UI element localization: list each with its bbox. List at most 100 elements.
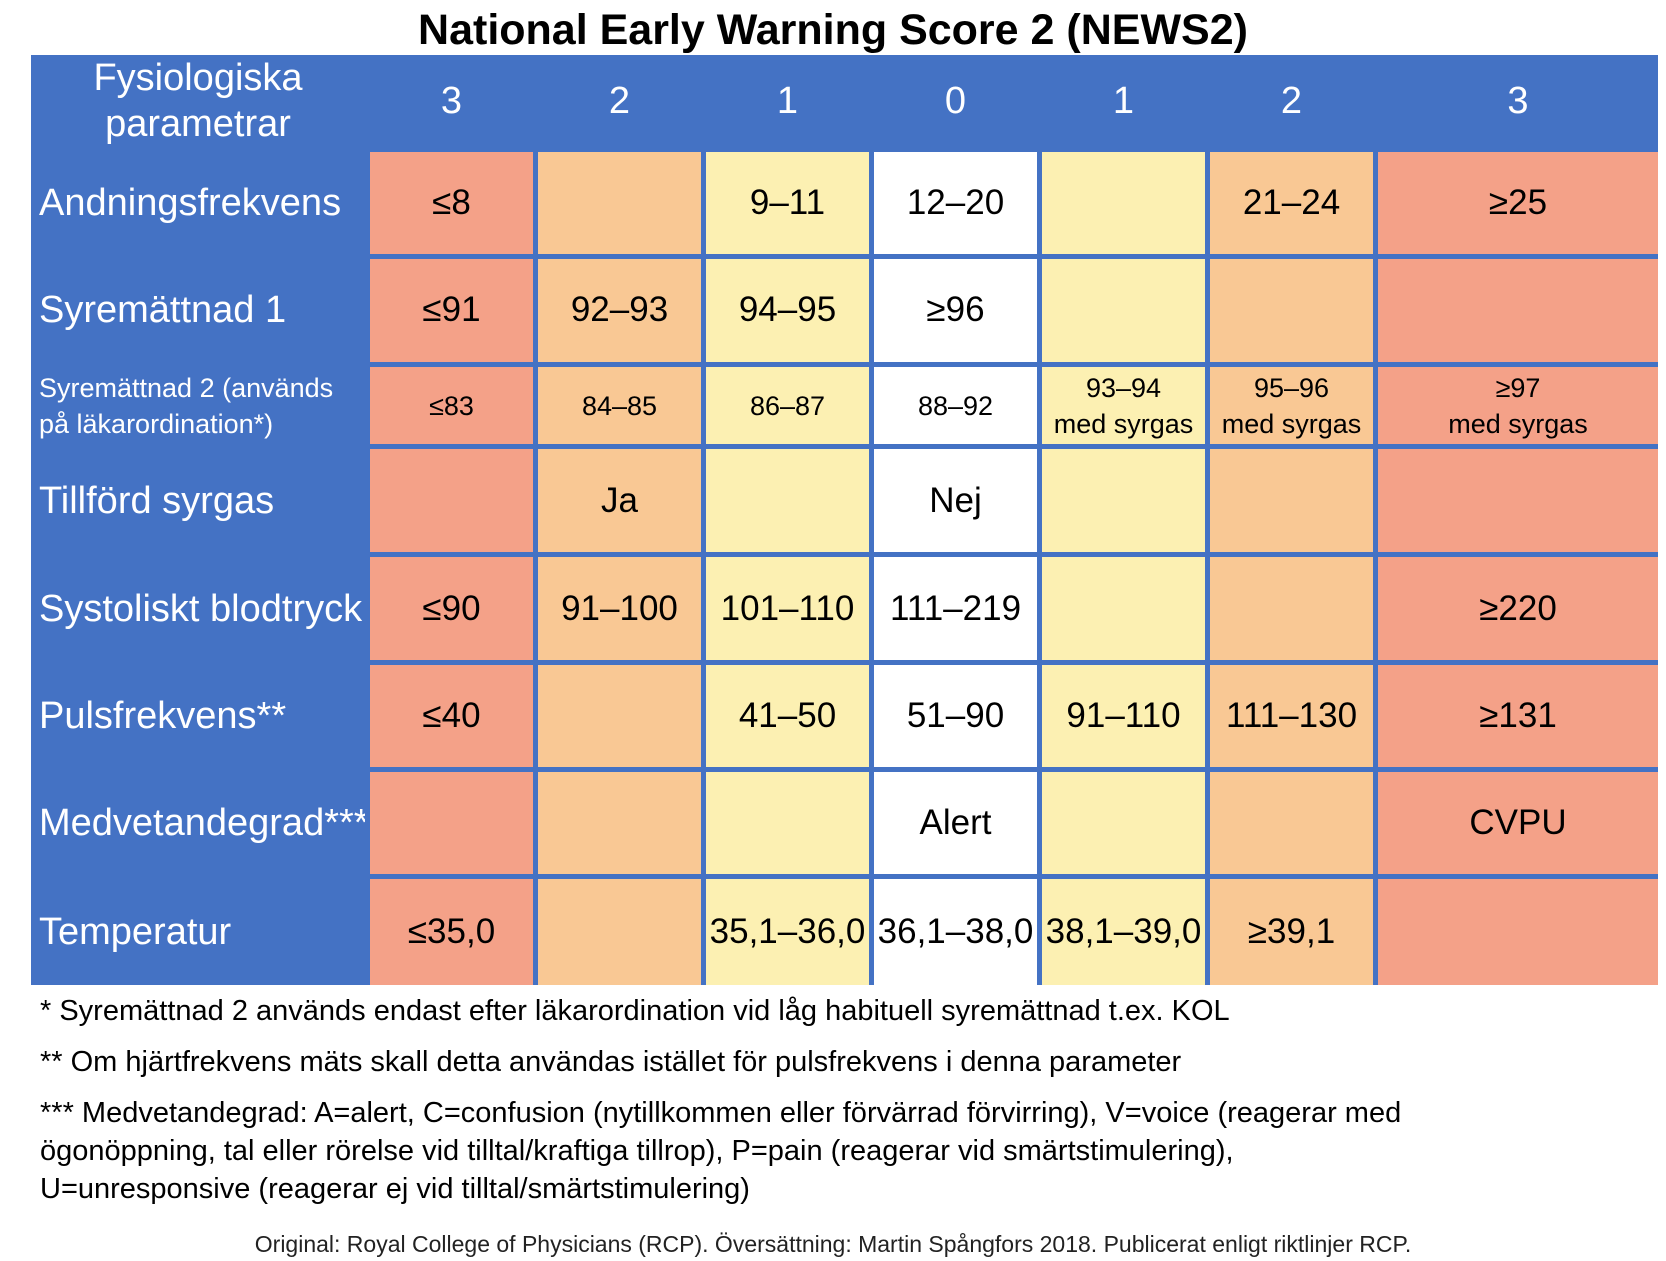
row-label: Syremättnad 2 (används på läkarordinatio… [31,366,370,450]
score-cell [1210,772,1378,880]
score-cell: 51–90 [874,665,1042,773]
score-cell [1042,557,1210,666]
table-row-systoliskt-blodtryck: Systoliskt blodtryck ≤90 91–100 101–110 … [31,557,1658,666]
score-cell: 95–96 med syrgas [1210,366,1378,450]
score-header: 2 [538,55,706,152]
score-cell-line1: ≥97 [1495,372,1541,403]
footnote-3-line2: ögonöppning, tal eller rörelse vid tillt… [40,1135,1234,1167]
score-cell [538,772,706,880]
footnote-2: ** Om hjärtfrekvens mäts skall detta anv… [40,1046,1182,1078]
row-label: Systoliskt blodtryck [31,557,370,666]
score-cell [370,449,538,558]
row-label-line1: Syremättnad 2 (används [39,372,334,403]
row-label-line2: på läkarordination*) [39,408,274,439]
score-header: 1 [1042,55,1210,152]
credit-line: Original: Royal College of Physicians (R… [254,1231,1412,1257]
corner-header: Fysiologiska parametrar [31,55,370,152]
score-cell: Alert [874,772,1042,880]
score-cell: ≥25 [1378,152,1658,259]
table-row-andningsfrekvens: Andningsfrekvens ≤8 9–11 12–20 21–24 ≥25 [31,152,1658,259]
row-label: Temperatur [31,879,370,985]
table-row-pulsfrekvens: Pulsfrekvens** ≤40 41–50 51–90 91–110 11… [31,665,1658,773]
score-cell [706,772,874,880]
score-cell-line2: med syrgas [1221,408,1362,439]
table-row-syremattnad-2: Syremättnad 2 (används på läkarordinatio… [31,366,1658,450]
score-cell: ≥96 [874,258,1042,367]
row-label: Medvetandegrad*** [31,772,370,880]
score-cell: 12–20 [874,152,1042,259]
footnote-3: *** Medvetandegrad: A=alert, C=confusion… [40,1094,1640,1208]
score-header: 3 [1378,55,1658,152]
score-cell-line2: med syrgas [1448,408,1588,439]
score-header: 2 [1210,55,1378,152]
row-label: Andningsfrekvens [31,152,370,259]
score-cell: 9–11 [706,152,874,259]
score-cell: 93–94 med syrgas [1042,366,1210,450]
score-cell: ≥220 [1378,557,1658,666]
score-cell: 36,1–38,0 [874,879,1042,985]
score-cell: 101–110 [706,557,874,666]
score-cell [1210,557,1378,666]
table-row-medvetandegrad: Medvetandegrad*** Alert CVPU [31,772,1658,880]
score-cell [370,772,538,880]
table-row-temperatur: Temperatur ≤35,0 35,1–36,0 36,1–38,0 38,… [31,879,1658,985]
score-cell: 91–110 [1042,665,1210,773]
score-cell [1042,772,1210,880]
score-cell [1042,152,1210,259]
score-cell [1378,258,1658,367]
score-cell [1042,449,1210,558]
score-cell: 21–24 [1210,152,1378,259]
score-cell: ≤91 [370,258,538,367]
score-cell [538,152,706,259]
score-cell: 41–50 [706,665,874,773]
row-label: Tillförd syrgas [31,449,370,558]
score-cell [1378,879,1658,985]
score-cell: 91–100 [538,557,706,666]
footnote-3-line3: U=unresponsive (reagerar ej vid tilltal/… [40,1173,750,1205]
score-cell [538,879,706,985]
score-cell: Ja [538,449,706,558]
row-label: Pulsfrekvens** [31,665,370,773]
header-row: Fysiologiska parametrar 3 2 1 0 1 2 3 [31,55,1658,152]
table-row-syremattnad-1: Syremättnad 1 ≤91 92–93 94–95 ≥96 [31,258,1658,367]
score-cell: 92–93 [538,258,706,367]
score-cell: 94–95 [706,258,874,367]
table-row-tillford-syrgas: Tillförd syrgas Ja Nej [31,449,1658,558]
score-cell: ≤83 [370,366,538,450]
score-cell: ≥97 med syrgas [1378,366,1658,450]
score-cell: 84–85 [538,366,706,450]
score-header: 1 [706,55,874,152]
page-title: National Early Warning Score 2 (NEWS2) [418,6,1248,54]
score-cell: ≤8 [370,152,538,259]
footnotes: * Syremättnad 2 används endast efter läk… [40,992,1640,1208]
row-label: Syremättnad 1 [31,258,370,367]
score-cell: Nej [874,449,1042,558]
footnote-1: * Syremättnad 2 används endast efter läk… [40,995,1230,1027]
score-cell: ≤35,0 [370,879,538,985]
score-cell: 111–219 [874,557,1042,666]
score-cell: 35,1–36,0 [706,879,874,985]
score-cell: ≤40 [370,665,538,773]
score-cell: ≥39,1 [1210,879,1378,985]
score-cell [1042,258,1210,367]
score-cell: ≤90 [370,557,538,666]
score-cell: 86–87 [706,366,874,450]
score-header: 3 [370,55,538,152]
score-cell-line1: 95–96 [1253,372,1330,403]
score-cell [538,665,706,773]
news2-table: Fysiologiska parametrar 3 2 1 0 1 2 3 An… [31,55,1658,985]
footnote-3-line1: *** Medvetandegrad: A=alert, C=confusion… [40,1097,1402,1129]
score-cell [706,449,874,558]
score-cell: 88–92 [874,366,1042,450]
score-cell: 38,1–39,0 [1042,879,1210,985]
score-cell: 111–130 [1210,665,1378,773]
score-cell [1210,449,1378,558]
corner-header-line1: Fysiologiska [93,57,303,99]
score-cell-line1: 93–94 [1085,372,1162,403]
score-header: 0 [874,55,1042,152]
score-cell [1210,258,1378,367]
corner-header-line2: parametrar [105,103,291,145]
score-cell: CVPU [1378,772,1658,880]
score-cell [1378,449,1658,558]
score-cell: ≥131 [1378,665,1658,773]
